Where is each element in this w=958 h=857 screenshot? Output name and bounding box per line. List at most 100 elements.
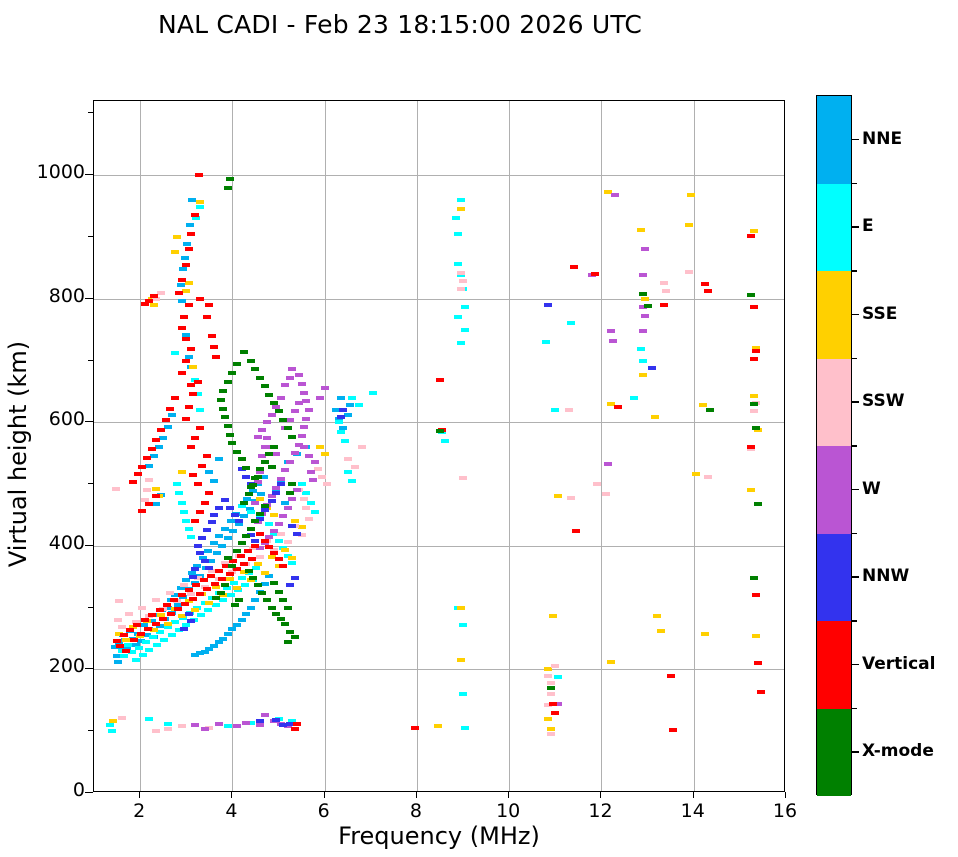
scatter-point: [143, 488, 152, 493]
scatter-point: [309, 478, 318, 483]
scatter-point: [461, 327, 470, 332]
colorbar-tick: [852, 313, 859, 316]
scatter-point: [177, 469, 186, 474]
scatter-point: [260, 384, 269, 389]
scatter-point: [302, 416, 311, 421]
scatter-point: [196, 573, 205, 578]
scatter-point: [237, 541, 246, 546]
scatter-point: [163, 605, 172, 610]
scatter-point: [752, 593, 760, 598]
scatter-point: [410, 725, 419, 730]
scatter-point: [304, 453, 313, 458]
scatter-point: [299, 496, 308, 501]
scatter-point: [343, 412, 352, 417]
scatter-point: [225, 572, 234, 577]
scatter-point: [643, 304, 652, 309]
scatter-point: [252, 566, 261, 571]
scatter-point: [260, 582, 269, 587]
gridline-horizontal: [94, 298, 784, 300]
scatter-point: [685, 222, 694, 227]
scatter-point: [276, 395, 285, 400]
scatter-point: [115, 643, 124, 648]
scatter-point: [288, 367, 297, 372]
scatter-point: [113, 639, 122, 643]
scatter-point: [456, 273, 465, 278]
scatter-point: [144, 626, 153, 631]
scatter-point: [192, 583, 201, 588]
scatter-point: [288, 719, 297, 724]
scatter-point: [230, 603, 239, 608]
scatter-point: [233, 548, 241, 553]
scatter-point: [269, 400, 278, 405]
scatter-point: [237, 503, 246, 508]
scatter-point: [156, 613, 165, 618]
scatter-point: [200, 500, 209, 505]
scatter-point: [221, 526, 230, 531]
scatter-point: [204, 548, 213, 553]
scatter-point: [163, 721, 172, 726]
colorbar-boundary-tick: [852, 182, 857, 185]
scatter-point: [245, 571, 253, 576]
scatter-point: [279, 514, 288, 519]
scatter-point: [322, 482, 331, 487]
scatter-point: [306, 469, 315, 474]
scatter-point: [244, 568, 253, 573]
scatter-point: [184, 599, 193, 604]
scatter-point: [218, 577, 227, 582]
scatter-point: [246, 509, 255, 514]
x-tick: [508, 792, 510, 798]
scatter-point: [184, 611, 193, 616]
scatter-point: [272, 485, 281, 490]
scatter-point: [184, 355, 193, 360]
scatter-point: [257, 491, 265, 496]
scatter-point: [336, 415, 345, 420]
scatter-point: [459, 279, 468, 284]
scatter-point: [152, 494, 161, 499]
scatter-point: [198, 536, 207, 541]
scatter-point: [186, 383, 195, 388]
scatter-point: [209, 541, 218, 546]
scatter-point: [248, 489, 257, 494]
scatter-point: [181, 601, 190, 606]
scatter-point: [152, 598, 161, 603]
scatter-point: [184, 302, 193, 307]
y-tick-minor: [88, 483, 93, 485]
scatter-point: [553, 494, 562, 499]
scatter-point: [272, 490, 281, 495]
scatter-point: [117, 625, 126, 630]
scatter-point: [138, 464, 147, 469]
scatter-point: [274, 563, 283, 568]
scatter-point: [229, 529, 238, 534]
scatter-point: [256, 516, 265, 521]
scatter-point: [754, 661, 763, 666]
scatter-point: [286, 721, 295, 726]
scatter-point: [256, 496, 265, 501]
scatter-point: [117, 715, 126, 720]
scatter-point: [214, 457, 223, 462]
scatter-point: [219, 636, 228, 641]
scatter-point: [267, 464, 276, 469]
scatter-point: [125, 627, 134, 632]
scatter-point: [184, 526, 193, 531]
scatter-point: [129, 479, 138, 484]
scatter-point: [747, 233, 756, 238]
scatter-point: [567, 495, 576, 500]
scatter-point: [173, 234, 182, 239]
x-tick: [600, 792, 602, 798]
scatter-point: [606, 660, 615, 664]
scatter-point: [311, 459, 320, 464]
scatter-point: [179, 583, 188, 588]
scatter-point: [219, 389, 228, 394]
scatter-point: [551, 407, 560, 412]
scatter-point: [668, 727, 677, 732]
scatter-point: [205, 566, 214, 571]
scatter-point: [113, 618, 122, 622]
scatter-point: [269, 529, 278, 534]
scatter-point: [292, 488, 301, 493]
scatter-point: [212, 584, 221, 589]
y-tick: [85, 668, 93, 670]
scatter-point: [283, 540, 292, 545]
scatter-point: [145, 501, 154, 506]
scatter-point: [191, 608, 200, 613]
scatter-point: [179, 626, 188, 631]
